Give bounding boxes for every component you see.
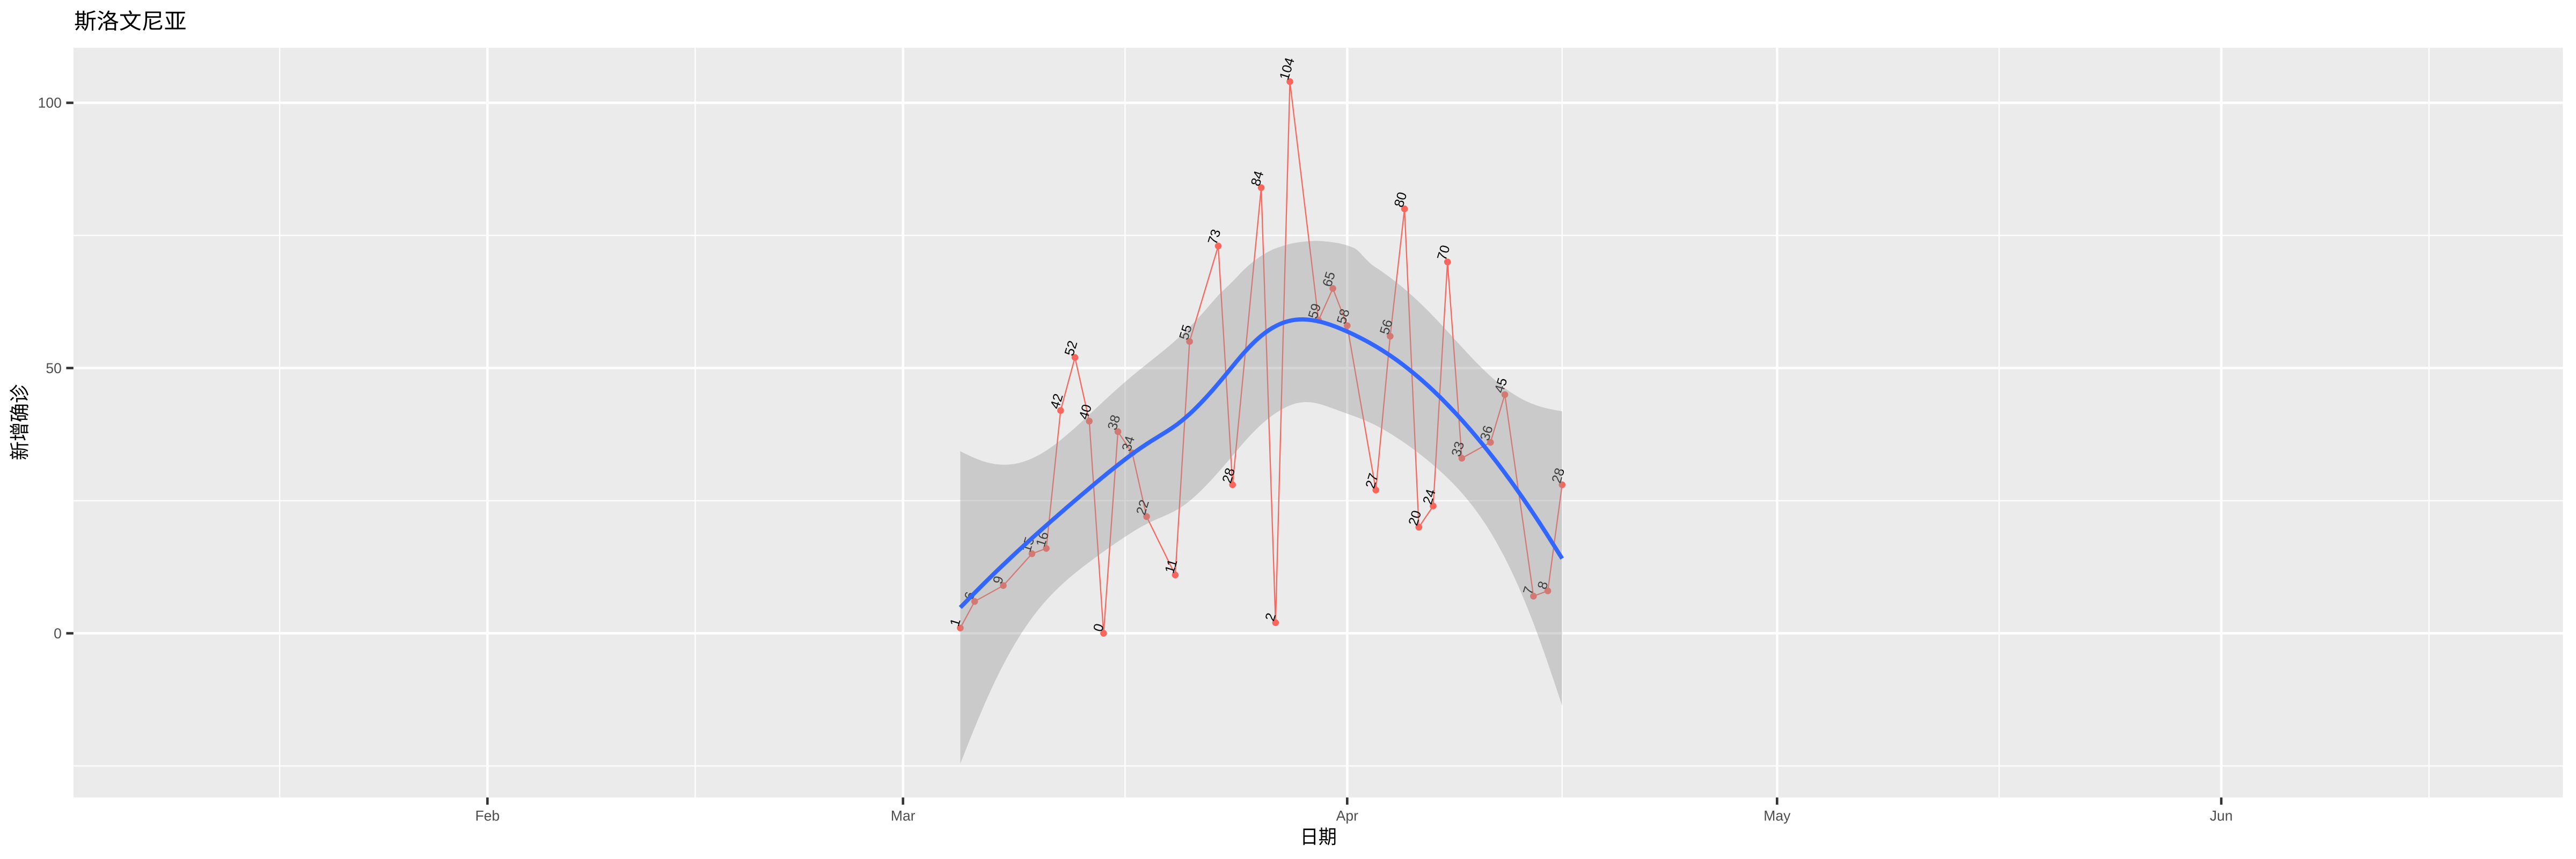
svg-text:50: 50 — [46, 360, 61, 376]
svg-text:Feb: Feb — [475, 808, 500, 824]
svg-text:100: 100 — [38, 95, 62, 111]
svg-text:Apr: Apr — [1336, 808, 1358, 824]
svg-text:Mar: Mar — [891, 808, 916, 824]
svg-text:0: 0 — [54, 625, 62, 642]
svg-text:May: May — [1763, 808, 1791, 824]
svg-text:Jun: Jun — [2210, 808, 2233, 824]
